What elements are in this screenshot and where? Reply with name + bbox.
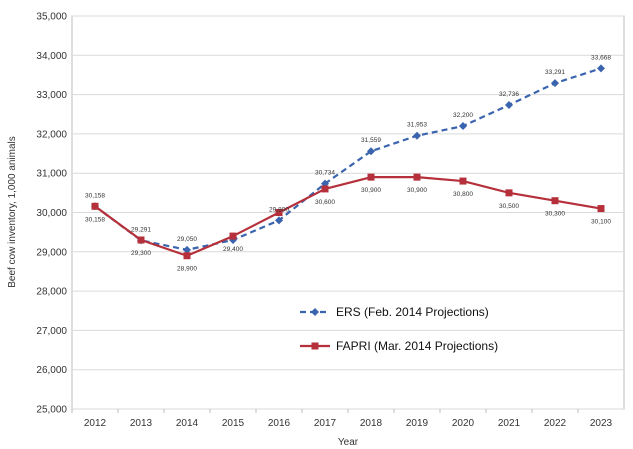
x-tick-label: 2015	[222, 418, 245, 429]
data-point	[321, 185, 329, 193]
series-line	[94, 176, 602, 257]
data-label: 30,158	[85, 192, 105, 199]
data-point	[551, 197, 559, 205]
x-tick-label: 2022	[544, 418, 567, 429]
legend: ERS (Feb. 2014 Projections) FAPRI (Mar. 2…	[300, 305, 498, 353]
data-point	[275, 216, 283, 225]
data-point	[551, 79, 559, 88]
x-tick-label: 2019	[406, 418, 429, 429]
x-tick-label: 2018	[360, 418, 383, 429]
data-point	[275, 209, 283, 216]
data-point	[413, 131, 421, 140]
data-label: 30,900	[407, 187, 427, 194]
data-point	[229, 232, 237, 240]
y-tick-label: 25,000	[36, 405, 67, 416]
legend-label: ERS (Feb. 2014 Projections)	[336, 305, 489, 319]
series-layer	[91, 64, 605, 260]
y-tick-label: 31,000	[36, 169, 67, 180]
data-label: 29,300	[131, 250, 151, 257]
y-axis-title: Beef cow inventory, 1,000 animals	[7, 136, 18, 288]
data-point	[137, 236, 145, 244]
data-labels: 30,158 29,291 29,050 29,800 30,734 31,559 31,9…	[85, 54, 611, 272]
y-tick-label: 29,000	[36, 247, 67, 258]
data-point	[597, 64, 605, 73]
data-label: 30,500	[499, 203, 519, 210]
data-label: 30,600	[315, 199, 335, 206]
data-point	[367, 147, 375, 156]
data-label: 32,200	[453, 112, 473, 119]
series-fapri	[91, 173, 605, 260]
legend-entry-ers: ERS (Feb. 2014 Projections)	[300, 305, 489, 319]
data-point	[413, 173, 421, 181]
y-tick-label: 34,000	[36, 51, 67, 62]
data-label: 30,900	[361, 187, 381, 194]
data-label: 29,400	[223, 246, 243, 253]
data-label: 31,953	[407, 122, 427, 129]
x-tick-label: 2020	[452, 418, 475, 429]
data-label: 28,900	[177, 266, 197, 273]
data-point	[91, 202, 99, 210]
x-tick-label: 2021	[498, 418, 521, 429]
x-tick-label: 2016	[268, 418, 291, 429]
y-axis-ticks: 25,000 26,000 27,000 28,000 29,000 30,000 31,0…	[36, 12, 67, 416]
data-label: 30,100	[591, 219, 611, 226]
data-point	[459, 177, 467, 185]
y-tick-label: 26,000	[36, 365, 67, 376]
y-tick-label: 27,000	[36, 326, 67, 337]
data-label: 30,300	[545, 211, 565, 218]
y-tick-label: 33,000	[36, 90, 67, 101]
data-label: 29,050	[177, 236, 197, 243]
x-tick-label: 2013	[130, 418, 153, 429]
y-tick-label: 30,000	[36, 208, 67, 219]
y-tick-label: 28,000	[36, 287, 67, 298]
data-label: 32,736	[499, 91, 519, 98]
data-point	[183, 245, 191, 254]
data-label: 29,291	[131, 226, 151, 233]
data-point	[505, 189, 513, 197]
data-point	[597, 205, 605, 213]
data-label: 31,559	[361, 137, 381, 144]
x-tick-label: 2023	[590, 418, 613, 429]
data-label: 30,800	[453, 191, 473, 198]
x-axis-title: Year	[338, 437, 359, 448]
data-label: 30,158	[85, 216, 105, 223]
data-point	[505, 100, 513, 109]
y-tick-label: 32,000	[36, 129, 67, 140]
data-label: 29,800	[269, 206, 289, 213]
x-tick-label: 2012	[84, 418, 107, 429]
x-tick-label: 2014	[176, 418, 199, 429]
legend-marker	[311, 308, 319, 316]
legend-label: FAPRI (Mar. 2014 Projections)	[336, 339, 498, 353]
data-label: 33,668	[591, 54, 611, 61]
x-tick-label: 2017	[314, 418, 337, 429]
data-label: 33,291	[545, 69, 565, 76]
y-tick-label: 35,000	[36, 12, 67, 23]
data-label: 30,734	[315, 170, 335, 177]
legend-entry-fapri: FAPRI (Mar. 2014 Projections)	[300, 339, 498, 353]
data-point	[183, 252, 191, 260]
legend-marker	[311, 342, 319, 350]
data-point	[459, 122, 467, 131]
x-axis-ticks: 2012 2013 2014 2015 2016 2017 2018 2019 2020 2021…	[71, 409, 613, 429]
data-point	[367, 173, 375, 181]
series-line	[94, 67, 602, 251]
